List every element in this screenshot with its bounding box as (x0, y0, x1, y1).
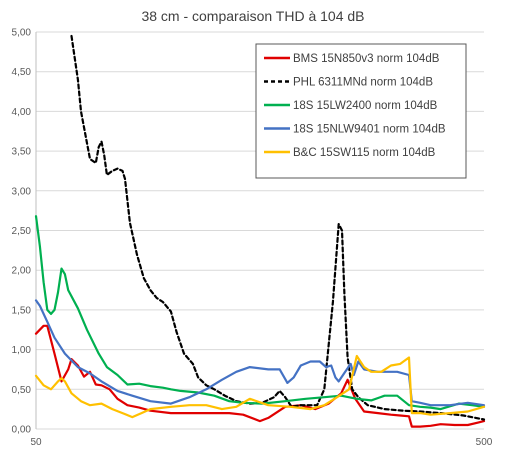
y-axis-tick-labels: 0,00 0,50 1,00 1,50 2,00 2,50 3,00 3,50 4,00 4,50… (12, 28, 32, 436)
series-line-5 (34, 354, 486, 419)
legend-box (255, 43, 467, 179)
y-tick-label: 1,00 (12, 345, 32, 356)
y-tick-label: 4,50 (12, 67, 32, 78)
x-tick-label: 50 (30, 437, 42, 448)
y-tick-label: 1,50 (12, 305, 32, 316)
y-tick-label: 0,50 (12, 385, 32, 396)
series-line-2 (70, 34, 486, 421)
y-tick-label: 0,00 (12, 425, 32, 436)
y-tick-label: 3,00 (12, 186, 32, 197)
y-tick-label: 4,00 (12, 107, 32, 118)
legend-label: BMS 15N850v3 norm 104dB (293, 53, 440, 65)
series-line-4 (34, 299, 486, 407)
y-tick-label: 2,00 (12, 266, 32, 277)
legend: BMS 15N850v3 norm 104dB PHL 6311MNd norm … (255, 43, 467, 179)
x-axis-tick-labels: 50 500 (30, 437, 492, 448)
legend-label: 18S 15NLW9401 norm 104dB (293, 124, 446, 136)
series-lines (34, 34, 486, 428)
legend-label: B&C 15SW115 norm 104dB (293, 147, 436, 159)
y-tick-label: 5,00 (12, 28, 32, 39)
y-tick-label: 3,50 (12, 147, 32, 158)
series-line-3 (34, 215, 486, 411)
legend-label: 18S 15LW2400 norm 104dB (293, 100, 438, 112)
chart-title: 38 cm - comparaison THD à 104 dB (141, 8, 364, 24)
y-tick-label: 2,50 (12, 226, 32, 237)
legend-label: PHL 6311MNd norm 104dB (293, 77, 433, 89)
x-tick-label: 500 (476, 437, 493, 448)
